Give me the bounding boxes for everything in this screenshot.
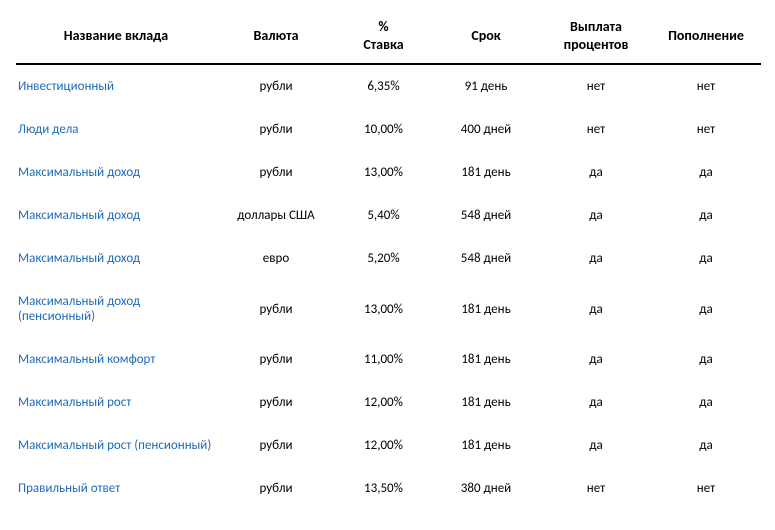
- table-row: Люди деларубли10,00%400 днейнетнет: [16, 108, 761, 151]
- deposit-name-link[interactable]: Максимальный доход: [16, 237, 216, 280]
- col-header-name: Название вклада: [16, 8, 216, 64]
- cell-topup: да: [651, 194, 761, 237]
- col-header-interest: Выплата процентов: [541, 8, 651, 64]
- deposit-name-link[interactable]: Максимальный доход (пенсионный): [16, 280, 216, 338]
- cell-interest: да: [541, 338, 651, 381]
- cell-rate: 13,50%: [336, 467, 431, 510]
- cell-interest: да: [541, 151, 651, 194]
- cell-interest: да: [541, 424, 651, 467]
- cell-topup: да: [651, 280, 761, 338]
- cell-term: 380 дней: [431, 467, 541, 510]
- table-row: Максимальный доходевро5,20%548 днейдада: [16, 237, 761, 280]
- deposit-table-page: Название вклада Валюта % Ставка Срок Вып…: [0, 0, 775, 530]
- deposit-name-link[interactable]: Максимальный рост (пенсионный): [16, 424, 216, 467]
- cell-rate: 10,00%: [336, 108, 431, 151]
- cell-rate: 5,20%: [336, 237, 431, 280]
- col-header-interest-l1: Выплата: [570, 18, 622, 35]
- table-body: Инвестиционныйрубли6,35%91 деньнетнетЛюд…: [16, 64, 761, 510]
- cell-topup: да: [651, 151, 761, 194]
- cell-topup: да: [651, 381, 761, 424]
- table-row: Правильный ответрубли13,50%380 днейнетне…: [16, 467, 761, 510]
- cell-topup: да: [651, 424, 761, 467]
- col-header-rate-l2: Ставка: [363, 36, 403, 53]
- cell-currency: рубли: [216, 108, 336, 151]
- cell-currency: рубли: [216, 381, 336, 424]
- cell-term: 400 дней: [431, 108, 541, 151]
- deposit-table: Название вклада Валюта % Ставка Срок Вып…: [16, 8, 761, 510]
- cell-interest: да: [541, 237, 651, 280]
- deposit-name-link[interactable]: Люди дела: [16, 108, 216, 151]
- col-header-topup: Пополнение: [651, 8, 761, 64]
- cell-term: 181 день: [431, 338, 541, 381]
- table-row: Максимальный доходрубли13,00%181 деньдад…: [16, 151, 761, 194]
- deposit-name-link[interactable]: Инвестиционный: [16, 64, 216, 108]
- cell-topup: нет: [651, 467, 761, 510]
- cell-term: 181 день: [431, 151, 541, 194]
- cell-currency: рубли: [216, 467, 336, 510]
- table-row: Максимальный комфортрубли11,00%181 деньд…: [16, 338, 761, 381]
- cell-term: 548 дней: [431, 194, 541, 237]
- cell-interest: нет: [541, 64, 651, 108]
- cell-rate: 6,35%: [336, 64, 431, 108]
- col-header-interest-l2: процентов: [564, 36, 629, 53]
- deposit-name-link[interactable]: Максимальный доход: [16, 151, 216, 194]
- col-header-rate: % Ставка: [336, 8, 431, 64]
- deposit-name-link[interactable]: Максимальный комфорт: [16, 338, 216, 381]
- cell-rate: 13,00%: [336, 151, 431, 194]
- cell-term: 91 день: [431, 64, 541, 108]
- table-row: Инвестиционныйрубли6,35%91 деньнетнет: [16, 64, 761, 108]
- cell-currency: рубли: [216, 64, 336, 108]
- deposit-name-link[interactable]: Максимальный доход: [16, 194, 216, 237]
- deposit-name-link[interactable]: Максимальный рост: [16, 381, 216, 424]
- deposit-name-link[interactable]: Правильный ответ: [16, 467, 216, 510]
- col-header-rate-l1: %: [378, 18, 388, 35]
- cell-currency: доллары США: [216, 194, 336, 237]
- col-header-currency: Валюта: [216, 8, 336, 64]
- table-row: Максимальный рострубли12,00%181 деньдада: [16, 381, 761, 424]
- cell-currency: рубли: [216, 424, 336, 467]
- cell-term: 181 день: [431, 381, 541, 424]
- cell-interest: да: [541, 194, 651, 237]
- table-header: Название вклада Валюта % Ставка Срок Вып…: [16, 8, 761, 64]
- cell-term: 548 дней: [431, 237, 541, 280]
- table-row: Максимальный рост (пенсионный)рубли12,00…: [16, 424, 761, 467]
- table-row: Максимальный доходдоллары США5,40%548 дн…: [16, 194, 761, 237]
- cell-rate: 13,00%: [336, 280, 431, 338]
- table-row: Максимальный доход (пенсионный)рубли13,0…: [16, 280, 761, 338]
- cell-interest: да: [541, 381, 651, 424]
- cell-interest: нет: [541, 467, 651, 510]
- cell-rate: 5,40%: [336, 194, 431, 237]
- cell-rate: 12,00%: [336, 424, 431, 467]
- cell-rate: 11,00%: [336, 338, 431, 381]
- cell-topup: да: [651, 237, 761, 280]
- cell-topup: нет: [651, 64, 761, 108]
- cell-term: 181 день: [431, 424, 541, 467]
- cell-term: 181 день: [431, 280, 541, 338]
- cell-topup: да: [651, 338, 761, 381]
- cell-rate: 12,00%: [336, 381, 431, 424]
- cell-topup: нет: [651, 108, 761, 151]
- cell-interest: да: [541, 280, 651, 338]
- cell-currency: евро: [216, 237, 336, 280]
- cell-currency: рубли: [216, 338, 336, 381]
- table-header-row: Название вклада Валюта % Ставка Срок Вып…: [16, 8, 761, 64]
- cell-currency: рубли: [216, 280, 336, 338]
- cell-interest: нет: [541, 108, 651, 151]
- col-header-term: Срок: [431, 8, 541, 64]
- cell-currency: рубли: [216, 151, 336, 194]
